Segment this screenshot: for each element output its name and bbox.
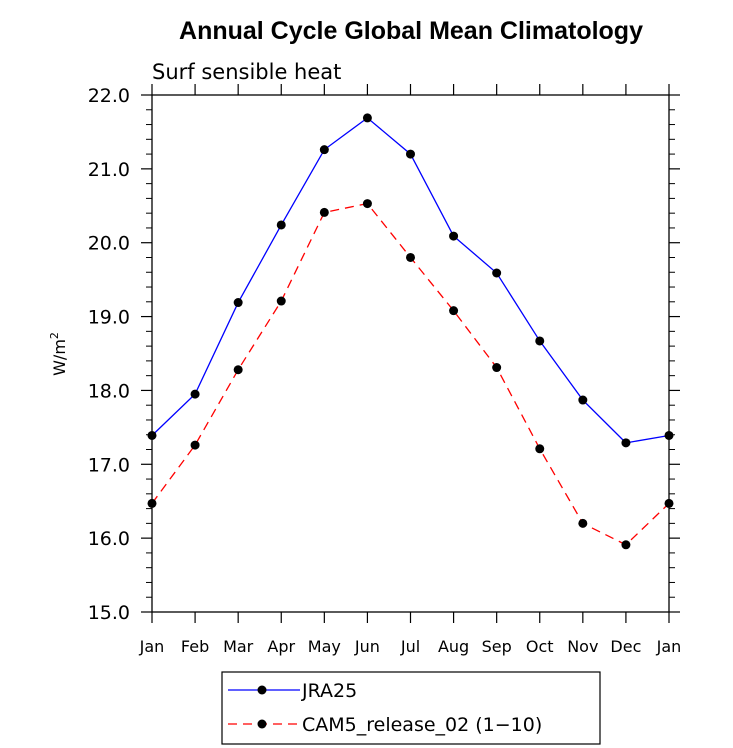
- series-0-point: [233, 298, 243, 308]
- y-tick-label: 17.0: [88, 454, 130, 476]
- series-0-point: [535, 336, 545, 346]
- x-tick-label: Sep: [482, 637, 512, 656]
- series-1-point: [492, 363, 502, 373]
- x-tick-label: Mar: [223, 637, 254, 656]
- chart-title: Annual Cycle Global Mean Climatology: [179, 17, 643, 45]
- plot-frame: [151, 94, 670, 613]
- x-tick-label: Feb: [181, 637, 209, 656]
- series-0-point: [664, 430, 674, 440]
- plot-area: 15.0 16.0 17.0 18.0 19.0 20.0 21.0 22.0 Jan Feb Ma…: [88, 84, 682, 656]
- series-1-point: [147, 498, 157, 508]
- x-tick-label: May: [308, 637, 341, 656]
- series-1-point: [319, 207, 329, 217]
- y-axis-label-exponent: 2: [48, 332, 61, 339]
- x-tick-label: Aug: [438, 637, 469, 656]
- series-0-point: [319, 145, 329, 155]
- series-line-0: [151, 117, 670, 444]
- legend-label-1: CAM5_release_02 (1−10): [302, 714, 542, 736]
- series-0-point: [406, 149, 415, 159]
- series-0-point: [147, 430, 157, 440]
- legend-label-0: JRA25: [301, 680, 357, 702]
- x-tick-label: Apr: [267, 637, 295, 656]
- series-1-point: [535, 444, 545, 454]
- legend-box: [221, 671, 601, 745]
- series-0-point: [621, 438, 631, 448]
- series-1-point: [190, 440, 200, 450]
- series-1-point: [362, 199, 372, 209]
- y-tick-label: 22.0: [88, 85, 130, 107]
- x-tick-label: Dec: [610, 637, 641, 656]
- x-tick-label: Oct: [526, 637, 554, 656]
- legend-marker-0: [257, 685, 267, 695]
- series-1-point: [233, 365, 243, 375]
- x-tick-label: Nov: [567, 637, 598, 656]
- series-0-point: [276, 220, 286, 230]
- series-0-point: [190, 389, 200, 399]
- y-tick-label: 20.0: [88, 233, 130, 255]
- series-0-point: [578, 395, 588, 405]
- series-1-point: [578, 518, 588, 528]
- x-tick-label: Jul: [400, 637, 420, 656]
- y-tick-label: 19.0: [88, 307, 130, 329]
- series-1-point: [449, 306, 459, 316]
- series-1-point: [621, 540, 631, 550]
- series-0-point: [449, 231, 459, 241]
- y-axis-label: W/m2: [48, 332, 69, 376]
- y-tick-label: 16.0: [88, 528, 130, 550]
- x-tick-label: Jan: [139, 637, 165, 656]
- series-1-point: [406, 252, 415, 262]
- series-0-point: [362, 113, 372, 123]
- series-1-point: [664, 498, 674, 508]
- x-tick-label: Jun: [354, 637, 380, 656]
- legend-marker-1: [257, 719, 267, 729]
- series-1-point: [276, 296, 286, 306]
- series-0-point: [492, 268, 502, 278]
- y-tick-label: 21.0: [88, 159, 130, 181]
- x-tick-label: Jan: [656, 637, 682, 656]
- chart-subtitle: Surf sensible heat: [152, 60, 341, 84]
- y-axis-label-unit: W/m: [50, 339, 69, 376]
- y-tick-label: 15.0: [88, 602, 130, 624]
- legend: JRA25 CAM5_release_02 (1−10): [221, 671, 601, 745]
- y-tick-label: 18.0: [88, 380, 130, 402]
